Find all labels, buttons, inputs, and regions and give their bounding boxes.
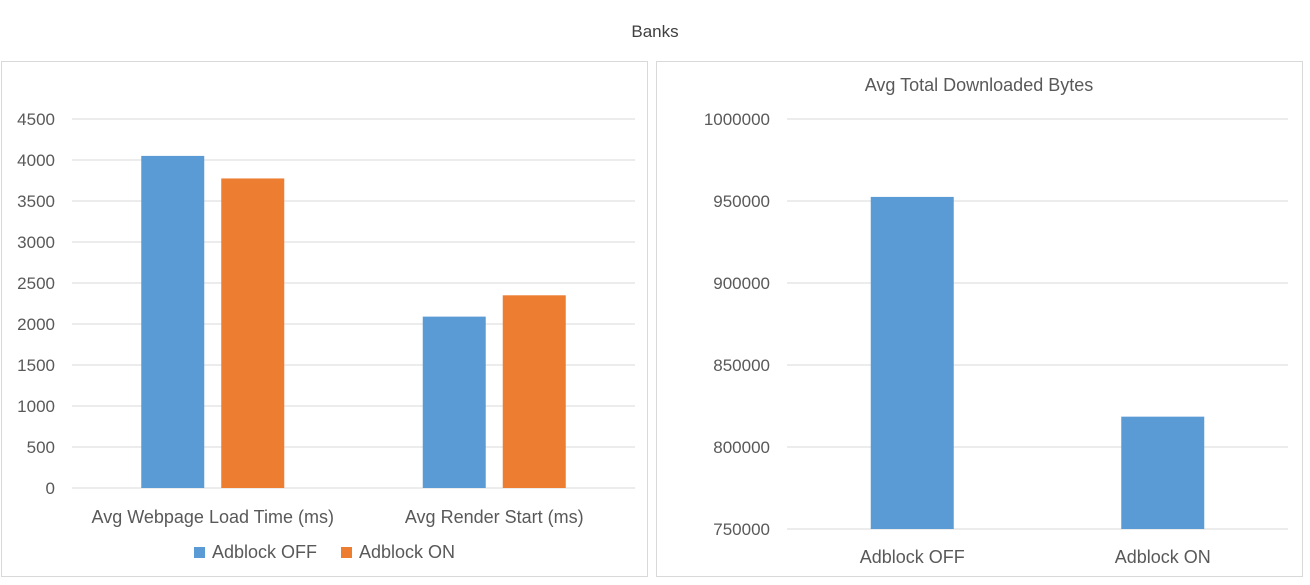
legend-swatch-adblock-off xyxy=(193,546,205,558)
y-tick-label: 3000 xyxy=(17,233,55,252)
legend-label-adblock-off: Adblock OFF xyxy=(211,541,317,562)
x-category-label: Avg Webpage Load Time (ms) xyxy=(92,507,334,527)
legend-label-adblock-on: Adblock ON xyxy=(358,541,456,562)
y-tick-label: 950000 xyxy=(713,192,770,211)
x-category-label: Adblock OFF xyxy=(860,547,965,567)
bar-adblock-on xyxy=(502,295,566,488)
legend-item-adblock-on: Adblock ON xyxy=(340,541,456,563)
y-tick-label: 3500 xyxy=(17,192,55,211)
legend: Adblock OFF Adblock ON xyxy=(2,540,647,564)
y-tick-label: 750000 xyxy=(713,520,770,539)
chart-panel-load-times: 0 500 1000 1500 2000 2500 3000 3500 4000 4500 Avg … xyxy=(1,61,648,577)
y-tick-label: 1000000 xyxy=(704,110,770,129)
y-tick-label: 2000 xyxy=(17,315,55,334)
x-category-label: Adblock ON xyxy=(1115,547,1211,567)
bar-adblock-off xyxy=(870,196,954,529)
y-tick-label: 500 xyxy=(27,438,55,457)
x-category-label: Avg Render Start (ms) xyxy=(405,507,584,527)
bar-adblock-on xyxy=(1121,416,1205,529)
y-tick-label: 4000 xyxy=(17,151,55,170)
y-tick-label: 800000 xyxy=(713,438,770,457)
bar-adblock-on xyxy=(221,178,285,488)
chart-panel-downloaded-bytes: Avg Total Downloaded Bytes 750000 800000 85… xyxy=(656,61,1303,577)
legend-item-adblock-off: Adblock OFF xyxy=(193,541,317,563)
legend-swatch-adblock-on xyxy=(340,546,352,558)
y-tick-label: 900000 xyxy=(713,274,770,293)
bar-chart-downloaded-bytes: Avg Total Downloaded Bytes 750000 800000 85… xyxy=(704,75,1288,567)
y-tick-label: 850000 xyxy=(713,356,770,375)
y-tick-label: 1500 xyxy=(17,356,55,375)
bar-chart-load-times: 0 500 1000 1500 2000 2500 3000 3500 4000 4500 Avg … xyxy=(17,110,635,527)
page-title: Banks xyxy=(631,22,679,41)
bar-adblock-off xyxy=(141,155,205,488)
y-tick-label: 4500 xyxy=(17,110,55,129)
y-tick-label: 0 xyxy=(46,479,55,498)
chart-title: Avg Total Downloaded Bytes xyxy=(865,75,1093,95)
y-tick-label: 2500 xyxy=(17,274,55,293)
bar-adblock-off xyxy=(422,316,486,488)
y-tick-label: 1000 xyxy=(17,397,55,416)
